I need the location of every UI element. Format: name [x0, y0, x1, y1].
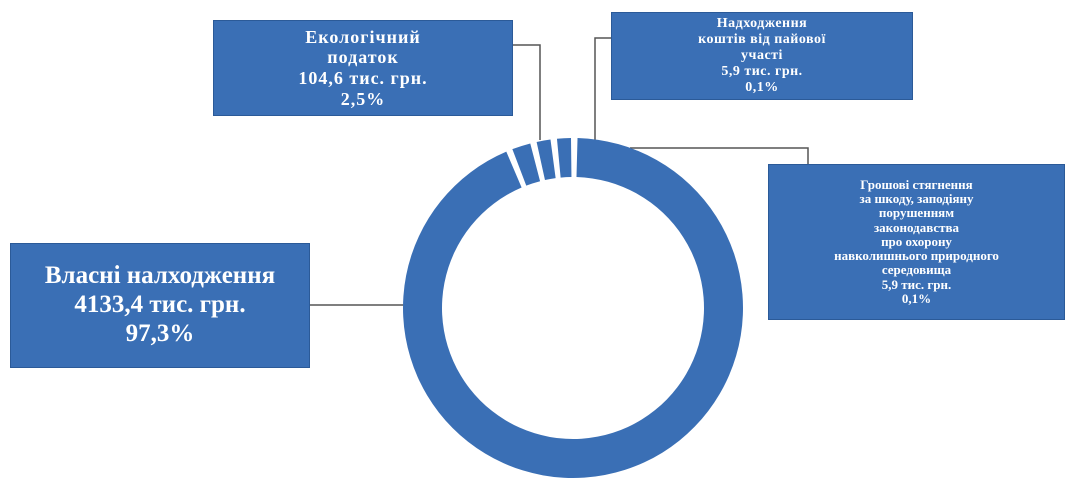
label-fines-line4: законодавства: [873, 219, 960, 235]
label-fines-value: 5,9 тис. грн.: [881, 276, 952, 292]
label-eco-value: 104,6 тис. грн.: [298, 68, 428, 88]
slice-fines: [556, 138, 572, 178]
label-ecological-tax: Екологічний податок 104,6 тис. грн. 2,5%: [213, 20, 513, 116]
label-share-line1: Надходження: [716, 15, 808, 31]
label-eco-line1: Екологічний: [305, 26, 421, 47]
label-eco-line2: податок: [327, 47, 399, 68]
slice-share: [536, 139, 556, 181]
slice-own: [403, 138, 744, 479]
label-own-percent: 97,3%: [125, 319, 195, 347]
label-share-participation: Надходження коштів від пайової участі 5,…: [611, 12, 913, 100]
label-fines-line3: порушенням: [878, 205, 955, 221]
label-fines-percent: 0,1%: [901, 291, 932, 307]
leader-line-fines: [630, 147, 809, 164]
label-fines-line6: навколишнього природного: [834, 248, 999, 264]
label-share-value: 5,9 тис. грн.: [721, 64, 803, 80]
label-own-revenue: Власні налходження 4133,4 тис. грн. 97,3…: [10, 243, 310, 368]
label-fines-line7: середовища: [881, 262, 952, 278]
label-monetary-penalties: Грошові стягнення за шкоду, заподіяну по…: [768, 164, 1065, 320]
label-eco-percent: 2,5%: [340, 88, 386, 109]
label-fines-line1: Грошові стягнення: [860, 176, 973, 192]
leader-line-eco: [513, 44, 541, 140]
donut-slices: [403, 138, 744, 479]
slice-eco: [512, 143, 541, 186]
leader-lines: [310, 37, 809, 306]
label-own-value: 4133,4 тис. грн.: [74, 291, 246, 319]
label-fines-line5: про охорону: [881, 233, 952, 249]
label-share-percent: 0,1%: [745, 80, 779, 96]
label-share-line3: участі: [741, 47, 783, 63]
label-fines-line2: за шкоду, заподіяну: [859, 190, 974, 206]
leader-line-share: [594, 37, 611, 140]
label-own-name: Власні налходження: [44, 262, 276, 290]
label-share-line2: коштів від пайової: [698, 31, 826, 47]
